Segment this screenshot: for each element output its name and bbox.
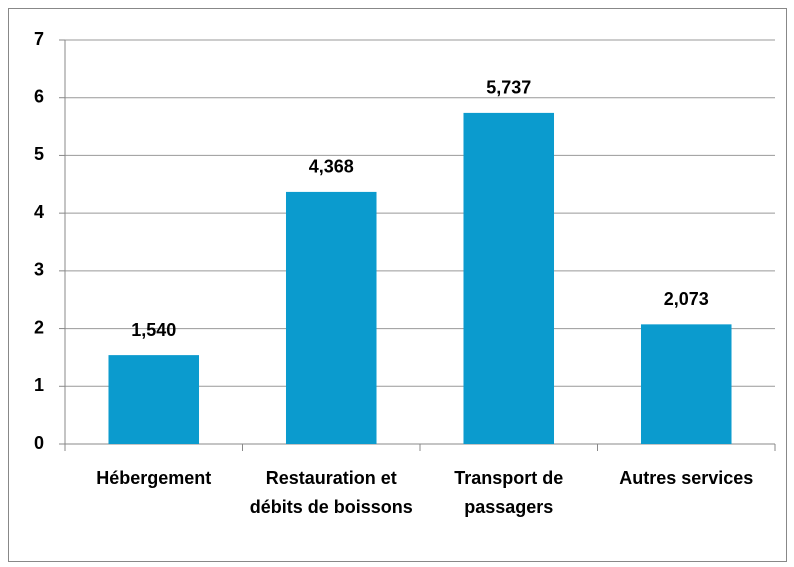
y-tick-label: 7: [34, 29, 44, 49]
y-tick-label: 5: [34, 144, 44, 164]
y-tick-label: 2: [34, 317, 44, 337]
y-tick-label: 3: [34, 260, 44, 280]
data-label: 4,368: [309, 157, 354, 177]
chart-border: [8, 8, 787, 562]
x-tick-label: Hébergement: [96, 468, 212, 488]
bar: [108, 355, 200, 444]
x-tick-label: Restauration et débits de boissons: [249, 468, 413, 517]
bar: [285, 191, 377, 444]
x-tick-label: Transport de passagers: [454, 468, 564, 517]
y-tick-label: 0: [34, 433, 44, 453]
data-label: 1,540: [131, 320, 176, 340]
y-tick-label: 4: [34, 202, 44, 222]
data-label: 5,737: [486, 78, 531, 98]
bar: [463, 112, 555, 445]
x-tick-label: Autres services: [619, 468, 754, 488]
y-tick-label: 6: [34, 86, 44, 106]
data-label: 2,073: [664, 289, 709, 309]
bar: [640, 324, 732, 444]
y-tick-label: 1: [34, 375, 44, 395]
